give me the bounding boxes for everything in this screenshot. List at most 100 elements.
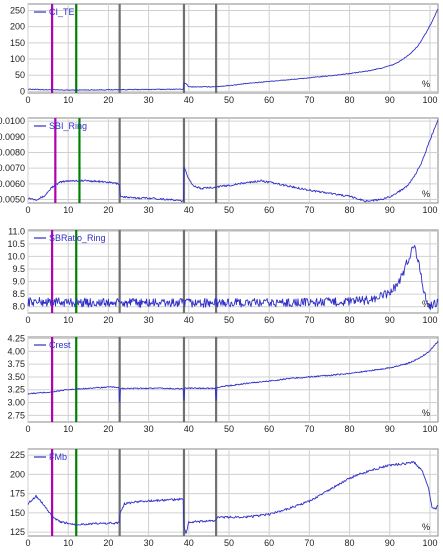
x-tick-label: 80 (345, 95, 355, 105)
x-tick-label: 20 (103, 95, 113, 105)
x-tick-label: 90 (385, 538, 395, 548)
plot-area (27, 3, 439, 94)
y-tick-label: 8.0 (12, 302, 25, 312)
x-unit-label: % (422, 408, 430, 418)
x-tick-label: 50 (224, 95, 234, 105)
x-tick-label: 10 (63, 424, 73, 434)
x-tick-label: 30 (144, 538, 154, 548)
x-tick-label: 100 (422, 424, 437, 434)
x-tick-label: 0 (25, 315, 30, 325)
x-tick-label: 80 (345, 538, 355, 548)
chart-panel-3: 0 10 20 30 40 50 60 70 80 90 100 8.0 8.5 9.0 9.5 10.0 10… (7, 226, 439, 325)
x-tick-label: 60 (264, 315, 274, 325)
x-tick-label: 30 (144, 424, 154, 434)
x-unit-label: % (422, 189, 430, 199)
legend-label: SBRatio_Ring (49, 233, 106, 243)
series-line (27, 8, 439, 91)
y-tick-label: 0.0050 (0, 195, 25, 205)
x-tick-label: 30 (144, 315, 154, 325)
x-tick-label: 50 (224, 424, 234, 434)
x-tick-label: 50 (224, 315, 234, 325)
y-tick-label: 225 (10, 450, 25, 460)
y-tick-label: 150 (10, 38, 25, 48)
y-tick-label: 3.25 (7, 385, 25, 395)
x-tick-label: 40 (184, 538, 194, 548)
x-tick-label: 50 (224, 205, 234, 215)
x-tick-label: 10 (63, 538, 73, 548)
legend-label: CI_TE (49, 7, 75, 17)
y-tick-label: 3.50 (7, 372, 25, 382)
y-tick-label: 0.0070 (0, 163, 25, 173)
y-tick-label: 9.0 (12, 277, 25, 287)
series-line (27, 461, 439, 534)
x-unit-label: % (422, 79, 430, 89)
x-tick-label: 100 (422, 315, 437, 325)
chart-panel-4: 0 10 20 30 40 50 60 70 80 90 100 2.75 3.00 3.25 3.50 3.… (7, 334, 439, 434)
plot-area (27, 117, 439, 204)
y-tick-label: 100 (10, 54, 25, 64)
x-tick-label: 0 (25, 95, 30, 105)
x-tick-label: 10 (63, 315, 73, 325)
x-tick-label: 80 (345, 424, 355, 434)
x-tick-label: 60 (264, 424, 274, 434)
x-tick-label: 40 (184, 205, 194, 215)
x-tick-label: 10 (63, 95, 73, 105)
x-tick-label: 100 (422, 205, 437, 215)
x-tick-label: 60 (264, 95, 274, 105)
chart-panel-5: 0 10 20 30 40 50 60 70 80 90 100 125 150 175 200 225% FM… (10, 448, 439, 548)
x-unit-label: % (422, 522, 430, 532)
x-tick-label: 20 (103, 424, 113, 434)
series-line (27, 119, 439, 203)
y-tick-label: 0 (20, 86, 25, 96)
x-tick-label: 30 (144, 205, 154, 215)
series-line (27, 340, 439, 403)
y-tick-label: 200 (10, 22, 25, 32)
y-tick-label: 3.75 (7, 359, 25, 369)
x-tick-label: 70 (304, 315, 314, 325)
x-tick-label: 60 (264, 205, 274, 215)
x-tick-label: 90 (385, 205, 395, 215)
y-tick-label: 50 (15, 70, 25, 80)
y-tick-label: 0.0060 (0, 179, 25, 189)
y-tick-label: 250 (10, 5, 25, 15)
x-tick-label: 80 (345, 315, 355, 325)
y-tick-label: 150 (10, 508, 25, 518)
x-tick-label: 70 (304, 538, 314, 548)
y-tick-label: 200 (10, 469, 25, 479)
y-tick-label: 2.75 (7, 410, 25, 420)
legend-label: SBI_Ring (49, 121, 87, 131)
y-tick-label: 0.0090 (0, 132, 25, 142)
y-tick-label: 10.5 (7, 239, 25, 249)
y-tick-label: 10.0 (7, 251, 25, 261)
legend-label: Crest (49, 340, 71, 350)
y-tick-label: 11.0 (8, 226, 25, 236)
x-tick-label: 70 (304, 424, 314, 434)
x-tick-label: 70 (304, 205, 314, 215)
x-tick-label: 60 (264, 538, 274, 548)
x-tick-label: 70 (304, 95, 314, 105)
y-tick-label: 9.5 (12, 264, 25, 274)
x-tick-label: 20 (103, 315, 113, 325)
chart-panel-1: 0 10 20 30 40 50 60 70 80 90 100 0 50 100 150 200 250% CI… (10, 3, 439, 105)
plot-area (27, 336, 439, 423)
x-tick-label: 100 (422, 95, 437, 105)
x-tick-label: 90 (385, 315, 395, 325)
x-tick-label: 90 (385, 424, 395, 434)
y-tick-label: 8.5 (12, 289, 25, 299)
y-tick-label: 0.0080 (0, 148, 25, 158)
x-tick-label: 0 (25, 424, 30, 434)
x-tick-label: 90 (385, 95, 395, 105)
x-tick-label: 40 (184, 95, 194, 105)
x-tick-label: 20 (103, 205, 113, 215)
x-tick-label: 50 (224, 538, 234, 548)
x-tick-label: 40 (184, 315, 194, 325)
x-tick-label: 100 (422, 538, 437, 548)
x-unit-label: % (422, 299, 430, 309)
x-tick-label: 0 (25, 538, 30, 548)
y-tick-label: 4.00 (7, 346, 25, 356)
chart-panel-2: 0 10 20 30 40 50 60 70 80 90 100 0.0050 0.0060 0.0070… (0, 116, 439, 215)
y-tick-label: 0.0100 (0, 116, 25, 126)
x-tick-label: 20 (103, 538, 113, 548)
